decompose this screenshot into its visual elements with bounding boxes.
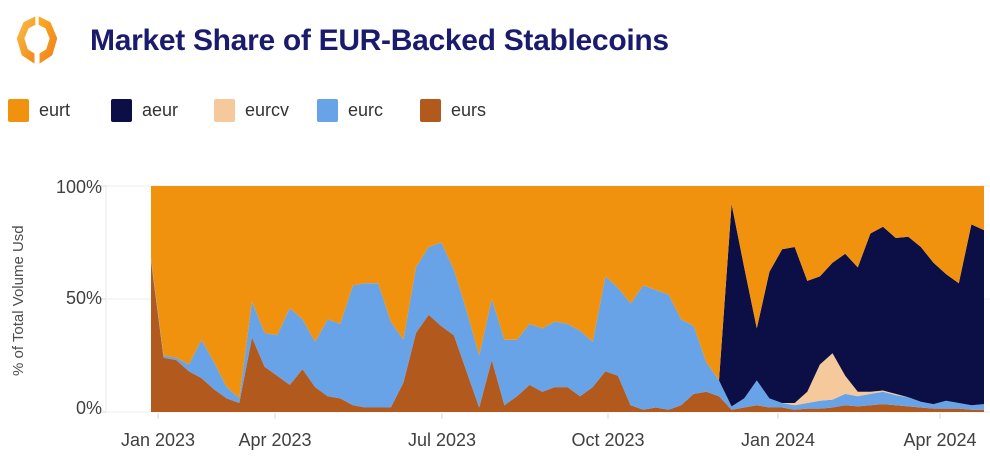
- chart-legend: eurt aeur eurcv eurc eurs: [8, 99, 523, 122]
- legend-item-aeur[interactable]: aeur: [111, 99, 214, 122]
- x-tick-label-jan-2023: Jan 2023: [120, 430, 196, 450]
- legend-swatch-eurt: [8, 99, 29, 122]
- legend-label: eurt: [39, 100, 71, 120]
- x-tick-label-apr-2024: Apr 2024: [903, 430, 977, 450]
- legend-item-eurs[interactable]: eurs: [420, 99, 523, 122]
- page-title: Market Share of EUR-Backed Stablecoins: [90, 24, 669, 57]
- x-tick-label-jul-2023: Jul 2023: [407, 430, 477, 450]
- area-eurt[interactable]: [151, 186, 984, 399]
- y-tick-label-0: 0%: [75, 398, 102, 418]
- legend-label: aeur: [142, 100, 179, 120]
- legend-label: eurc: [348, 100, 384, 120]
- legend-item-eurt[interactable]: eurt: [8, 99, 111, 122]
- legend-swatch-aeur: [111, 99, 132, 122]
- legend-swatch-eurs: [420, 99, 441, 122]
- x-tick-label-jan-2024: Jan 2024: [740, 430, 816, 450]
- legend-swatch-eurc: [317, 99, 338, 122]
- area-series[interactable]: [151, 186, 984, 412]
- legend-item-eurcv[interactable]: eurcv: [214, 99, 317, 122]
- legend-swatch-eurcv: [214, 99, 235, 122]
- axis-ticks: [157, 413, 941, 419]
- site-logo[interactable]: [10, 11, 64, 69]
- y-tick-label-50: 50%: [65, 288, 102, 308]
- area-aeur[interactable]: [151, 204, 984, 407]
- area-eurc[interactable]: [151, 242, 984, 410]
- legend-label: eurcv: [245, 100, 290, 120]
- x-tick-label-oct-2023: Oct 2023: [571, 430, 645, 450]
- legend-label: eurs: [451, 100, 487, 120]
- y-axis-title: % of Total Volume Usd: [10, 225, 27, 377]
- legend-item-eurc[interactable]: eurc: [317, 99, 420, 122]
- x-tick-label-apr-2023: Apr 2023: [238, 430, 312, 450]
- y-tick-label-100: 100%: [55, 177, 102, 197]
- hex-brackets-icon: [16, 16, 58, 64]
